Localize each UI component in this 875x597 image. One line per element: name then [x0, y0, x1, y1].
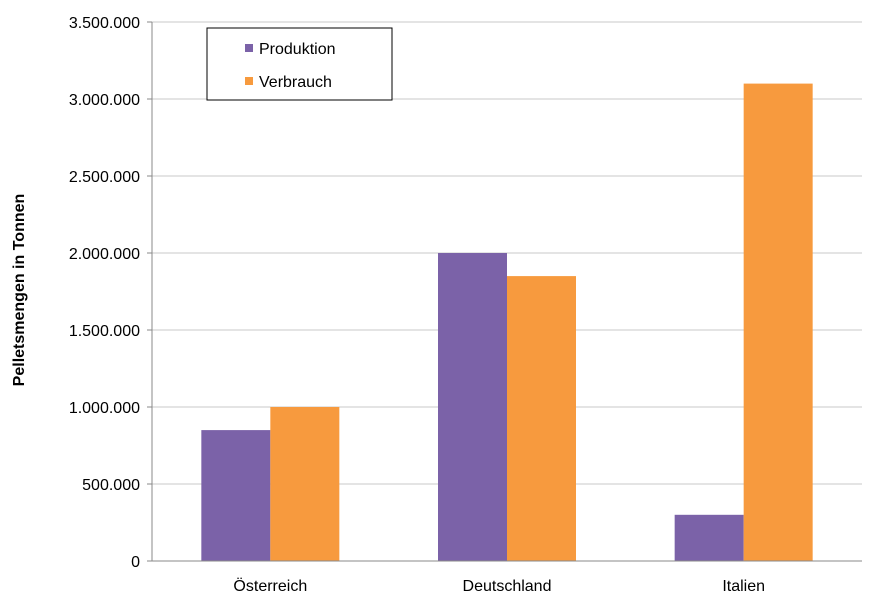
y-tick-label: 3.000.000: [69, 92, 140, 109]
x-tick-label: Deutschland: [463, 578, 552, 595]
bar-verbrauch-0: [270, 407, 340, 561]
y-axis-title: Pelletsmengen in Tonnen: [11, 194, 28, 387]
bar-produktion-2: [674, 514, 744, 561]
y-tick-label: 3.500.000: [69, 15, 140, 32]
legend-box: [206, 27, 393, 101]
legend-swatch-produktion: [245, 44, 253, 52]
y-tick-label: 2.500.000: [69, 169, 140, 186]
x-tick-label: Österreich: [233, 577, 307, 595]
legend-label-verbrauch: Verbrauch: [259, 74, 332, 91]
y-tick-label: 2.000.000: [69, 246, 140, 263]
legend-label-produktion: Produktion: [259, 41, 336, 58]
y-tick-label: 1.500.000: [69, 323, 140, 340]
x-tick-labels: Österreich Deutschland Italien: [233, 577, 765, 595]
y-tick-labels: 0 500.000 1.000.000 1.500.000 2.000.000 2.500…: [69, 15, 140, 571]
y-tick-label: 1.000.000: [69, 400, 140, 417]
legend-swatch-verbrauch: [245, 77, 253, 85]
legend: Produktion Verbrauch: [206, 27, 393, 101]
bar-produktion-1: [438, 253, 507, 561]
bar-produktion-0: [201, 430, 271, 561]
bar-verbrauch-1: [507, 276, 576, 561]
x-tick-label: Italien: [722, 578, 765, 595]
bar-verbrauch-2: [743, 83, 813, 561]
y-tick-label: 500.000: [82, 477, 140, 494]
bars: [201, 83, 813, 561]
y-tick-label: 0: [131, 554, 140, 571]
axes: [147, 21, 862, 562]
